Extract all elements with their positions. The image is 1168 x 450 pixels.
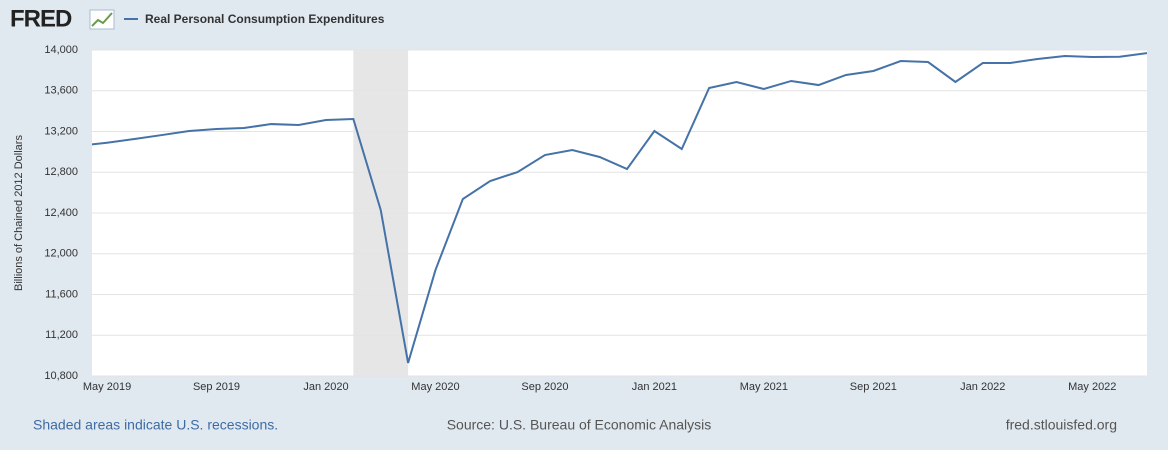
source: Source: U.S. Bureau of Economic Analysis bbox=[447, 417, 712, 433]
x-tick-label: Jan 2022 bbox=[960, 381, 1005, 393]
x-tick-label: Sep 2019 bbox=[193, 381, 240, 393]
y-tick-label: 14,000 bbox=[44, 44, 78, 56]
y-tick-label: 12,400 bbox=[44, 207, 78, 219]
y-tick-label: 11,600 bbox=[45, 288, 78, 300]
x-tick-label: Sep 2020 bbox=[521, 381, 568, 393]
y-tick-label: 12,000 bbox=[44, 248, 78, 260]
y-tick-label: 11,200 bbox=[45, 329, 78, 341]
site: fred.stlouisfed.org bbox=[1006, 417, 1117, 433]
y-tick-label: 13,200 bbox=[44, 125, 78, 137]
logo: FRED bbox=[10, 5, 72, 32]
x-tick-label: May 2019 bbox=[83, 381, 131, 393]
y-axis-label: Billions of Chained 2012 Dollars bbox=[13, 135, 25, 291]
x-tick-label: May 2020 bbox=[411, 381, 459, 393]
y-tick-label: 12,800 bbox=[44, 166, 78, 178]
x-tick-label: May 2021 bbox=[740, 381, 788, 393]
x-tick-label: Jan 2021 bbox=[632, 381, 677, 393]
x-tick-label: May 2022 bbox=[1068, 381, 1116, 393]
data-line bbox=[92, 52, 1147, 364]
legend-label: Real Personal Consumption Expenditures bbox=[145, 12, 385, 26]
footer-note: Shaded areas indicate U.S. recessions. bbox=[33, 417, 278, 433]
logo-icon bbox=[89, 9, 115, 30]
y-tick-label: 10,800 bbox=[44, 370, 78, 382]
y-tick-label: 13,600 bbox=[44, 85, 78, 97]
x-tick-label: Sep 2021 bbox=[850, 381, 897, 393]
x-tick-label: Jan 2020 bbox=[303, 381, 348, 393]
